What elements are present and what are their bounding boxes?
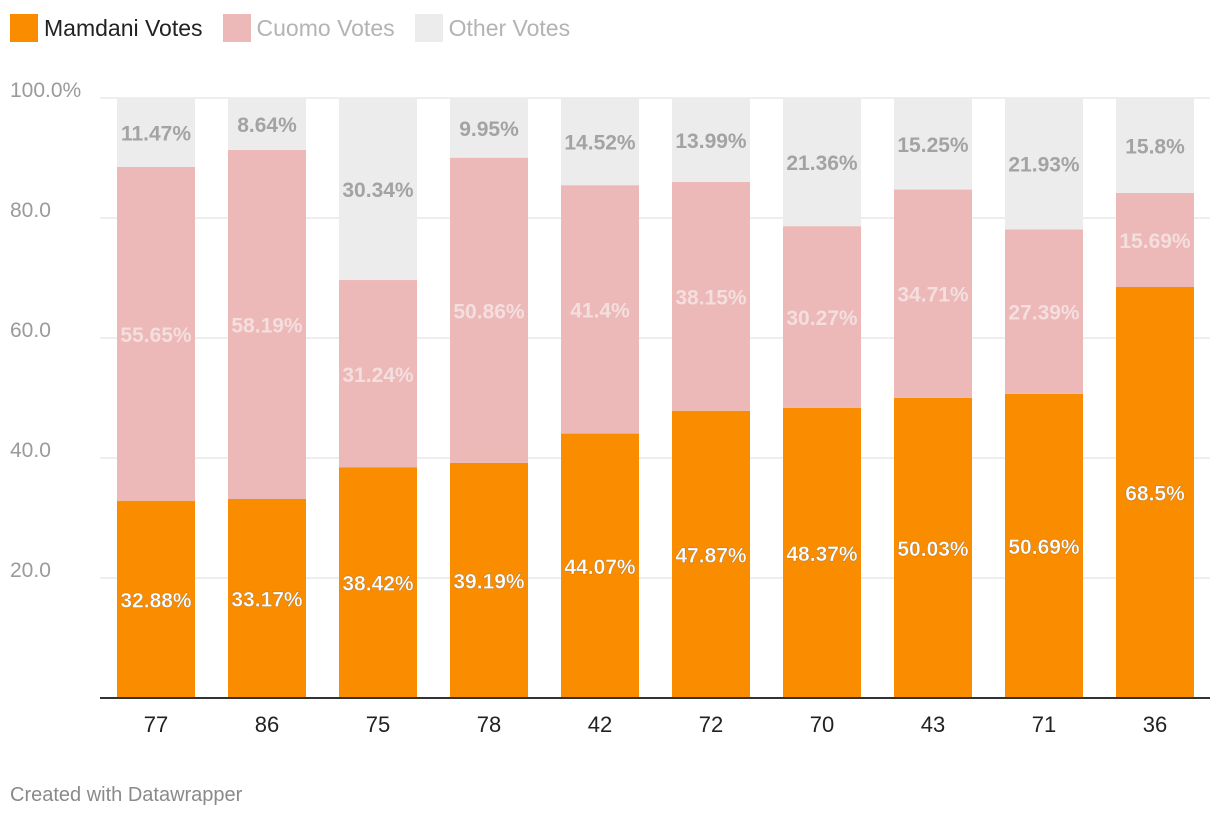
bar-segment <box>1116 192 1194 287</box>
bar-segment <box>339 280 417 468</box>
data-label: 33.17% <box>231 588 303 611</box>
bar-segment <box>672 410 750 698</box>
bar-segment <box>894 189 972 398</box>
y-tick-label: 80.0 <box>10 199 51 222</box>
legend-swatch-mamdani <box>10 14 38 42</box>
data-label: 8.64% <box>237 114 297 137</box>
legend-label-mamdani: Mamdani Votes <box>44 14 203 41</box>
legend: Mamdani Votes Cuomo Votes Other Votes <box>10 12 590 44</box>
data-label: 15.69% <box>1119 230 1191 253</box>
data-label: 50.69% <box>1008 536 1080 559</box>
data-label: 44.07% <box>564 556 636 579</box>
footer-credit: Created with Datawrapper <box>10 784 243 806</box>
bar-segment <box>1005 97 1083 230</box>
data-label: 32.88% <box>120 589 192 612</box>
bar-segment <box>228 98 306 150</box>
x-tick-label: 36 <box>1143 712 1167 737</box>
bar-segment <box>228 149 306 499</box>
data-label: 58.19% <box>231 314 303 337</box>
bar-segment <box>117 98 195 167</box>
bar-segment <box>450 462 528 698</box>
bar-segment <box>339 467 417 698</box>
y-tick-label: 60.0 <box>10 319 51 342</box>
bar-segment <box>1005 393 1083 698</box>
data-label: 55.65% <box>120 324 192 347</box>
bar-segment <box>783 407 861 698</box>
data-label: 39.19% <box>453 570 525 593</box>
bar-segment <box>561 185 639 434</box>
x-tick-label: 75 <box>366 712 390 737</box>
bar-segment <box>894 397 972 698</box>
data-label: 27.39% <box>1008 302 1080 325</box>
bar-segment <box>339 98 417 281</box>
data-label: 50.86% <box>453 300 525 323</box>
x-tick-label: 43 <box>921 712 945 737</box>
bar-segment <box>228 498 306 698</box>
legend-label-other: Other Votes <box>448 14 571 41</box>
x-tick-label: 86 <box>255 712 279 737</box>
bar-segment <box>672 97 750 182</box>
legend-item-mamdani[interactable]: Mamdani Votes <box>10 14 203 42</box>
x-tick-label: 71 <box>1032 712 1056 737</box>
data-label: 21.36% <box>786 152 858 175</box>
data-label: 47.87% <box>675 544 747 567</box>
bar-segment <box>783 98 861 227</box>
y-tick-label: 20.0 <box>10 559 51 582</box>
data-label: 31.24% <box>342 364 414 387</box>
data-label: 48.37% <box>786 543 858 566</box>
legend-item-other[interactable]: Other Votes <box>414 14 571 42</box>
bar-segment <box>783 226 861 408</box>
x-tick-label: 42 <box>588 712 612 737</box>
y-tick-label: 40.0 <box>10 439 51 462</box>
data-label: 50.03% <box>897 538 969 561</box>
x-tick-label: 72 <box>699 712 723 737</box>
bar-segment <box>561 98 639 186</box>
x-tick-label: 77 <box>144 712 168 737</box>
bar-segment <box>117 166 195 501</box>
data-label: 9.95% <box>459 118 519 141</box>
data-label: 15.25% <box>897 134 969 157</box>
data-label: 34.71% <box>897 284 969 307</box>
legend-item-cuomo[interactable]: Cuomo Votes <box>222 14 395 42</box>
x-tick-label: 78 <box>477 712 501 737</box>
data-label: 38.15% <box>675 286 747 309</box>
data-label: 15.8% <box>1125 135 1185 158</box>
data-label: 41.4% <box>570 299 630 322</box>
bar-segment <box>117 500 195 698</box>
legend-swatch-cuomo <box>222 14 251 42</box>
data-label: 68.5% <box>1125 483 1185 506</box>
data-label: 30.27% <box>786 307 858 330</box>
data-label: 11.47% <box>121 122 191 145</box>
bar-segment <box>1116 287 1194 698</box>
bar-segment <box>1005 229 1083 394</box>
data-label: 38.42% <box>342 573 414 596</box>
bar-segment <box>450 98 528 158</box>
data-label: 30.34% <box>342 179 414 202</box>
data-label: 13.99% <box>675 130 747 153</box>
data-label: 21.93% <box>1008 154 1080 177</box>
y-tick-label: 100.0% <box>10 79 81 102</box>
legend-swatch-other <box>414 14 443 42</box>
bar-segment <box>561 433 639 698</box>
bar-segment <box>672 181 750 411</box>
bar-segment <box>1116 98 1194 193</box>
x-tick-label: 70 <box>810 712 834 737</box>
legend-label-cuomo: Cuomo Votes <box>256 14 395 41</box>
data-label: 14.52% <box>564 132 636 155</box>
bar-segment <box>894 98 972 190</box>
bar-segment <box>450 157 528 463</box>
